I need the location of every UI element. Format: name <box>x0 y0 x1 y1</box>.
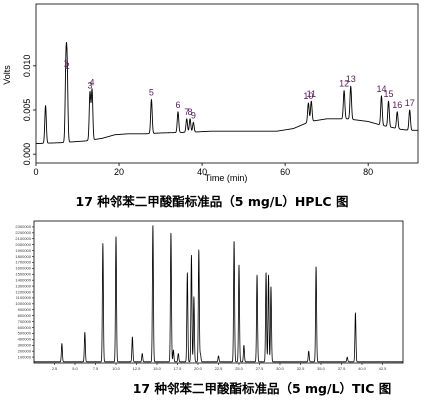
tic-x-tick-label: 12.5 <box>133 366 142 371</box>
tic-axes <box>32 220 404 365</box>
tic-y-tick-label: 1200000 <box>15 289 31 294</box>
tic-y-tick-label: 2000000 <box>15 242 31 247</box>
hplc-caption: 17 种邻苯二甲酸酯标准品（5 mg/L）HPLC 图 <box>76 194 349 209</box>
tic-y-tick-label: 1000000 <box>15 301 31 306</box>
tic-y-tick-label: 1400000 <box>15 277 31 282</box>
tic-y-tick-label: 2300000 <box>15 224 31 229</box>
tic-y-tick-label: 800000 <box>18 313 32 318</box>
hplc-peak-label: 15 <box>384 89 394 99</box>
tic-plot-frame <box>33 220 404 364</box>
tic-caption: 17 种邻苯二甲酸酯标准品（5 mg/L）TIC 图 <box>133 381 392 396</box>
hplc-x-tick-label: 80 <box>363 167 373 177</box>
tic-x-tick-label: 15.0 <box>153 366 162 371</box>
tic-trace <box>33 225 404 363</box>
hplc-plot-frame <box>35 3 419 164</box>
tic-y-tick-label: 100000 <box>18 354 32 359</box>
tic-y-tick-label: 1700000 <box>15 260 31 265</box>
hplc-x-axis-label: Time (min) <box>205 173 248 183</box>
hplc-x-tick-label: 40 <box>197 167 207 177</box>
tic-x-tick-label: 42.5 <box>379 366 388 371</box>
tic-y-tick-label: 600000 <box>18 325 32 330</box>
tic-x-tick-label: 5.0 <box>72 366 78 371</box>
hplc-peak-label: 6 <box>175 100 180 110</box>
hplc-y-axis-label: Volts <box>2 65 12 85</box>
hplc-axes <box>33 3 419 166</box>
hplc-trace <box>35 41 419 145</box>
tic-y-tick-label: 1500000 <box>15 272 31 277</box>
hplc-peak-label: 11 <box>307 89 316 99</box>
tic-y-tick-label: 500000 <box>18 331 32 336</box>
tic-y-tick-label: 1100000 <box>16 295 32 300</box>
tic-x-tick-label: 10.0 <box>112 366 121 371</box>
tic-x-tick-label: 40.0 <box>358 366 367 371</box>
hplc-peak-label: 7 <box>184 107 189 117</box>
hplc-peak-label: 17 <box>405 98 415 108</box>
hplc-y-tick-label: 0.010 <box>22 55 32 78</box>
tic-x-tick-label: 32.5 <box>297 366 306 371</box>
tic-y-tick-label: 1900000 <box>15 248 31 253</box>
hplc-peak-label: 12 <box>339 79 349 89</box>
hplc-trace-layer <box>35 41 419 145</box>
tic-x-tick-label: 17.5 <box>174 366 183 371</box>
hplc-peak-label: 8 <box>188 107 193 117</box>
hplc-peak-label: 3 <box>87 80 92 90</box>
hplc-x-tick-label: 0 <box>33 167 38 177</box>
hplc-x-tick-label: 20 <box>114 167 124 177</box>
tic-y-tick-label: 1300000 <box>15 283 31 288</box>
hplc-y-tick-label: 0.000 <box>22 143 32 166</box>
tic-x-tick-label: 2.5 <box>52 366 58 371</box>
hplc-peak-label: 2 <box>65 61 70 71</box>
hplc-peak-label: 13 <box>346 74 356 84</box>
tic-y-tick-label: 400000 <box>18 337 32 342</box>
tic-x-tick-label: 20.0 <box>194 366 203 371</box>
tic-x-tick-label: 30.0 <box>276 366 285 371</box>
tic-chromatogram: 2.5 5.0 7.5 10.0 12.5 15.0 17.5 20.0 22.5 25.0 27.… <box>15 220 404 396</box>
hplc-peak-label: 4 <box>90 78 95 88</box>
tic-x-tick-label: 7.5 <box>93 366 99 371</box>
hplc-x-tick-label: 60 <box>280 167 290 177</box>
tic-y-tick-label: 2100000 <box>15 236 31 241</box>
tic-trace-layer <box>33 225 404 363</box>
tic-x-tick-label: 25.0 <box>235 366 244 371</box>
tic-x-tick-label: 35.0 <box>317 366 326 371</box>
tic-x-tick-label: 27.5 <box>256 366 265 371</box>
tic-y-tick-label: 700000 <box>18 319 32 324</box>
tic-x-tick-label: 22.5 <box>215 366 224 371</box>
hplc-peak-label: 1 <box>63 58 68 68</box>
hplc-peak-label: 14 <box>376 84 386 94</box>
tic-y-tick-label: 2200000 <box>15 230 31 235</box>
tic-y-tick-label: 300000 <box>18 343 32 348</box>
hplc-tick-labels: 0 20 40 60 80 0.000 0.005 0.010 <box>22 55 373 177</box>
hplc-y-tick-label: 0.005 <box>22 99 32 122</box>
hplc-peak-label: 16 <box>392 100 402 110</box>
hplc-peak-label: 5 <box>149 87 154 97</box>
tic-y-tick-label: 200000 <box>18 348 32 353</box>
hplc-peak-label: 9 <box>191 110 196 120</box>
tic-tick-labels: 2.5 5.0 7.5 10.0 12.5 15.0 17.5 20.0 22.5 25.0 27.… <box>15 224 387 371</box>
tic-y-tick-label: 900000 <box>18 307 32 312</box>
tic-x-tick-label: 37.5 <box>338 366 347 371</box>
hplc-peak-label: 10 <box>303 91 313 101</box>
tic-y-tick-label: 1800000 <box>15 254 31 259</box>
tic-y-tick-label: 1600000 <box>15 266 31 271</box>
